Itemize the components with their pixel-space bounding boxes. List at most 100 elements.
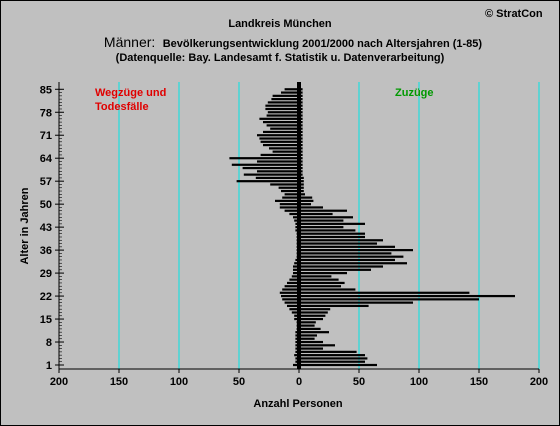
bar-outflow-age-31 — [293, 265, 299, 268]
bar-inflow-age-34 — [299, 255, 404, 258]
bar-outflow-age-61 — [242, 166, 299, 170]
bar-inflow-age-2 — [299, 360, 365, 363]
bar-inflow-age-25 — [299, 285, 341, 288]
x-axis-label: Anzahl Personen — [253, 398, 343, 410]
annotation-outflow-line1: Wegzüge und — [95, 87, 166, 99]
bar-inflow-age-55 — [299, 186, 304, 189]
y-tick-label: 8 — [46, 337, 52, 349]
y-tick-label: 85 — [40, 84, 52, 96]
bar-outflow-age-19 — [287, 304, 299, 308]
bar-inflow-age-56 — [299, 183, 304, 186]
bar-inflow-age-27 — [299, 278, 339, 281]
bar-inflow-age-29 — [299, 271, 347, 275]
bar-outflow-age-18 — [289, 308, 299, 311]
bar-outflow-age-48 — [284, 209, 299, 212]
subtitle: Männer: Bevölkerungsentwicklung 2001/200… — [104, 34, 482, 51]
y-tick-label: 1 — [46, 360, 52, 372]
bar-inflow-age-37 — [299, 245, 395, 248]
bar-outflow-age-52 — [282, 196, 299, 199]
bar-outflow-age-46 — [293, 216, 299, 219]
x-tick-label: 150 — [470, 376, 488, 388]
bar-inflow-age-11 — [299, 331, 329, 334]
bar-outflow-age-47 — [289, 212, 299, 216]
x-tick-label: 150 — [110, 376, 128, 388]
bar-outflow-age-4 — [294, 354, 299, 357]
y-tick-label: 15 — [40, 314, 52, 326]
bar-inflow-age-42 — [299, 229, 356, 232]
bar-outflow-age-20 — [284, 301, 299, 304]
bar-inflow-age-54 — [299, 189, 304, 193]
bar-outflow-age-75 — [263, 121, 299, 124]
bar-outflow-age-63 — [257, 160, 299, 163]
bar-inflow-age-48 — [299, 209, 347, 212]
bar-inflow-age-24 — [299, 288, 356, 291]
bar-inflow-age-30 — [299, 268, 371, 271]
bar-inflow-age-26 — [299, 281, 345, 285]
y-axis-label: Alter in Jahren — [19, 187, 31, 264]
bar-outflow-age-72 — [263, 130, 299, 134]
x-tick-label: 50 — [353, 376, 365, 388]
bar-inflow-age-9 — [299, 337, 315, 340]
bar-outflow-age-53 — [284, 193, 299, 196]
bar-outflow-age-74 — [266, 124, 299, 127]
data-source: (Datenquelle: Bay. Landesamt f. Statisti… — [116, 52, 445, 64]
bar-inflow-age-47 — [299, 212, 333, 216]
bar-inflow-age-53 — [299, 193, 305, 196]
copyright: © StratCon — [485, 8, 543, 20]
x-tick-label: 50 — [233, 376, 245, 388]
bar-inflow-age-57 — [299, 180, 304, 183]
x-tick-label: 100 — [410, 376, 428, 388]
bar-outflow-age-64 — [229, 157, 299, 160]
bar-inflow-age-35 — [299, 252, 392, 255]
bar-outflow-age-85 — [284, 88, 299, 91]
x-tick-label: 200 — [530, 376, 548, 388]
bar-outflow-age-76 — [259, 117, 299, 120]
bar-inflow-age-38 — [299, 242, 377, 245]
bar-outflow-age-22 — [281, 294, 299, 298]
bar-outflow-age-28 — [291, 275, 299, 278]
bar-inflow-age-23 — [299, 291, 470, 294]
bar-inflow-age-49 — [299, 206, 323, 209]
y-tick-label: 71 — [40, 130, 52, 142]
bar-inflow-age-6 — [299, 347, 323, 350]
y-tick-label: 64 — [40, 153, 53, 165]
bar-inflow-age-18 — [299, 308, 331, 311]
bar-inflow-age-13 — [299, 324, 315, 327]
bar-outflow-age-82 — [271, 98, 299, 101]
bar-outflow-age-50 — [279, 203, 299, 206]
axes: 200 150 100 50 0 50 100 150 200 1 8 15 22 29 36 43 50 57 6… — [40, 82, 548, 388]
bar-inflow-age-12 — [299, 327, 321, 330]
grid-lines — [58, 82, 540, 369]
bar-outflow-age-84 — [281, 91, 299, 94]
x-tick-label: 200 — [50, 376, 68, 388]
bar-outflow-age-15 — [294, 317, 299, 321]
bar-outflow-age-51 — [275, 199, 299, 202]
bar-inflow-age-39 — [299, 239, 383, 242]
bar-outflow-age-60 — [257, 170, 299, 173]
bar-inflow-age-43 — [299, 226, 344, 229]
bar-outflow-age-54 — [281, 189, 299, 193]
bar-inflow-age-20 — [299, 301, 413, 304]
annotation-outflow-line2: Todesfälle — [95, 101, 149, 113]
bar-outflow-age-26 — [287, 281, 299, 285]
bar-inflow-age-36 — [299, 249, 413, 252]
bar-inflow-age-5 — [299, 350, 357, 353]
y-tick-label: 78 — [40, 107, 52, 119]
bar-inflow-age-22 — [299, 294, 515, 298]
bar-outflow-age-16 — [294, 314, 299, 317]
bar-inflow-age-51 — [299, 199, 314, 202]
bar-inflow-age-31 — [299, 265, 383, 268]
bar-outflow-age-58 — [255, 176, 299, 180]
bar-inflow-age-32 — [299, 262, 407, 265]
bar-inflow-age-7 — [299, 344, 335, 347]
bar-outflow-age-24 — [282, 288, 299, 291]
bar-inflow-age-21 — [299, 298, 479, 301]
bar-inflow-age-14 — [299, 321, 316, 324]
bar-inflow-age-19 — [299, 304, 369, 308]
bar-outflow-age-66 — [272, 150, 299, 153]
bar-outflow-age-79 — [265, 107, 299, 111]
bar-inflow-age-46 — [299, 216, 353, 219]
bar-outflow-age-65 — [260, 153, 299, 157]
bar-outflow-age-1 — [293, 363, 299, 367]
